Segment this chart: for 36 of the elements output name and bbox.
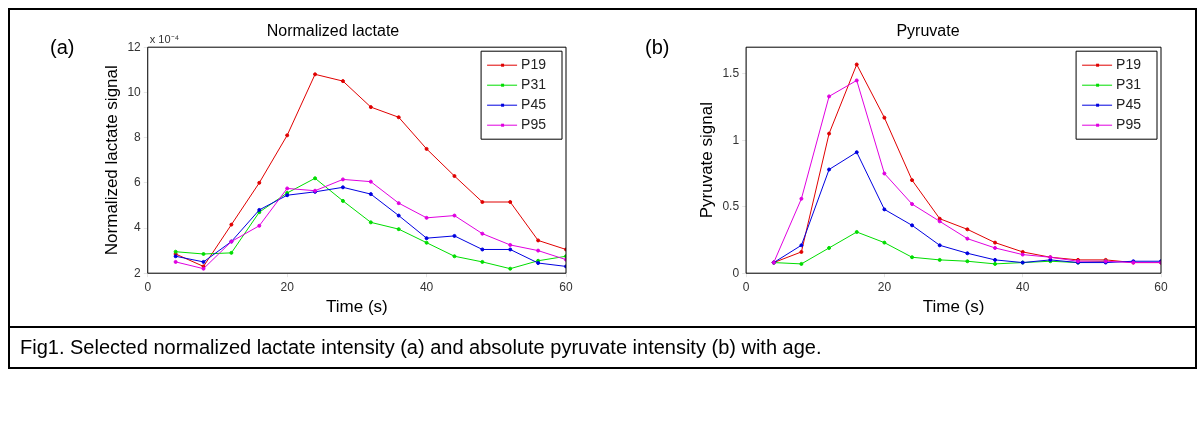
y-tick-label: 10 (127, 84, 142, 99)
y-tick-label: 8 (134, 129, 142, 144)
chart-title: Normalized lactate (266, 22, 400, 40)
x-tick-label: 20 (877, 279, 892, 294)
y-tick-label: 0 (732, 265, 740, 280)
x-tick-label: 20 (280, 279, 295, 294)
x-axis-title: Time (s) (922, 297, 985, 317)
y-axis-title: Normalized lactate signal (101, 65, 121, 256)
y-tick-label: 12 (127, 39, 142, 54)
caption: Fig1. Selected normalized lactate intensity (a) and absolute pyruvate intensity (b) with age. (10, 326, 1195, 367)
y-tick-label: 1.5 (722, 66, 740, 81)
x-tick-label: 0 (742, 279, 750, 294)
legend-label: P31 (1116, 76, 1142, 93)
chart-title: Pyruvate (896, 22, 960, 40)
x-axis-title: Time (s) (326, 297, 388, 317)
text: (a) (50, 36, 75, 59)
y-tick-label: 0.5 (722, 199, 740, 214)
x-tick-label: 60 (1154, 279, 1168, 294)
legend-label: P19 (521, 56, 547, 73)
x-tick-label: 40 (1016, 279, 1030, 294)
y-tick-label: 4 (134, 220, 142, 235)
y-tick-label: 1 (732, 132, 740, 147)
legend-label: P45 (521, 96, 547, 113)
legend-label: P95 (521, 116, 547, 133)
x-tick-label: 0 (144, 279, 152, 294)
text: x 10⁻⁴ (149, 32, 180, 45)
legend-label: P95 (1116, 116, 1142, 133)
text: (b) (645, 36, 670, 59)
legend-label: P19 (1116, 56, 1142, 73)
y-axis-title: Pyruvate signal (696, 102, 716, 219)
legend-label: P31 (521, 76, 547, 93)
x-tick-label: 40 (419, 279, 434, 294)
y-tick-label: 2 (134, 265, 142, 280)
legend-label: P45 (1116, 96, 1142, 113)
y-tick-label: 6 (134, 175, 142, 190)
x-tick-label: 60 (559, 279, 573, 294)
